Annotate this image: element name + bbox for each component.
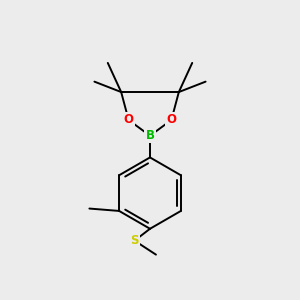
Text: B: B: [146, 129, 154, 142]
Text: S: S: [130, 234, 139, 247]
Text: O: O: [167, 113, 176, 127]
Text: O: O: [124, 113, 134, 127]
